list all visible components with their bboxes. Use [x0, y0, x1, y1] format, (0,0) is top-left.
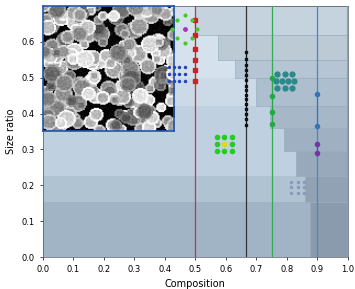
Bar — [43, 106, 348, 176]
Bar — [310, 201, 348, 257]
Bar — [296, 151, 348, 176]
Bar — [284, 128, 348, 151]
Y-axis label: Size ratio: Size ratio — [6, 109, 16, 154]
X-axis label: Composition: Composition — [165, 279, 226, 289]
Bar — [43, 201, 348, 257]
Bar — [235, 60, 348, 78]
Bar — [270, 106, 348, 128]
Bar — [43, 6, 348, 78]
Bar — [43, 78, 348, 106]
Bar — [305, 176, 348, 201]
Bar — [218, 34, 348, 60]
Bar — [256, 78, 348, 106]
Bar — [195, 6, 348, 34]
Bar — [43, 176, 348, 201]
